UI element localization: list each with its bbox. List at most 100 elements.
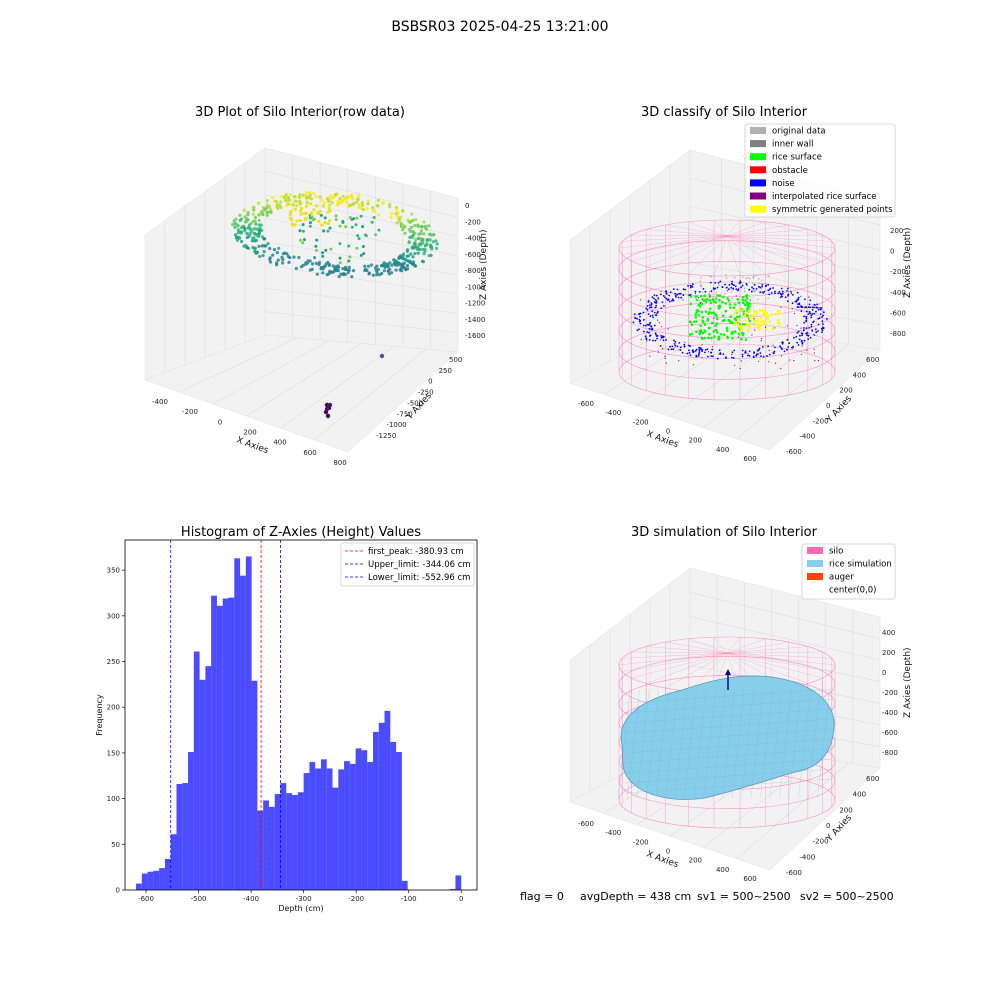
silo-roof-line — [688, 235, 728, 275]
noise-point — [741, 284, 744, 287]
raw-point — [413, 252, 417, 256]
raw-point — [286, 254, 290, 258]
raw-point — [420, 225, 424, 229]
histogram-bar — [164, 858, 171, 890]
classify-x-tick: 600 — [743, 455, 756, 463]
simulation-3d-ticks: -600-400-20002004006006004002000-200-400… — [578, 629, 898, 883]
symmetric-point — [752, 316, 756, 319]
silo-roof-line — [646, 229, 728, 237]
silo-roof-line — [726, 229, 808, 237]
noise-point — [780, 293, 783, 296]
noise-point — [689, 284, 692, 287]
noise-point — [725, 357, 727, 359]
noise-point — [672, 288, 675, 290]
classify-z-tick: -200 — [890, 268, 906, 276]
raw-point — [278, 204, 282, 208]
rice-surface-point — [718, 298, 721, 302]
histogram-vlines — [170, 540, 281, 890]
noise-point — [799, 334, 801, 337]
original-point — [753, 275, 755, 278]
rice-mesh-line — [779, 689, 792, 799]
noise-point — [810, 316, 813, 319]
noise-point — [755, 354, 758, 357]
noise-point — [811, 313, 814, 315]
raw-point — [310, 213, 314, 217]
raw-point — [294, 266, 298, 271]
classify-legend-swatch — [750, 127, 766, 134]
rice-surface-point — [736, 298, 740, 301]
raw-point — [243, 226, 247, 230]
raw-point — [288, 216, 292, 220]
histogram-bar — [188, 752, 194, 890]
histogram-bar — [234, 558, 241, 890]
raw-point — [347, 195, 351, 199]
noise-point — [772, 287, 774, 289]
noise-point — [796, 332, 799, 334]
noise-point — [803, 327, 805, 329]
noise-point — [811, 306, 814, 309]
noise-point — [817, 308, 820, 311]
raw-point — [425, 243, 429, 247]
rice-surface-point — [710, 311, 714, 315]
rice-surface-point — [741, 333, 745, 337]
classify-y-tick: 0 — [826, 402, 830, 410]
raw-point — [347, 259, 351, 263]
raw-point — [401, 254, 405, 259]
symmetric-point — [771, 327, 775, 331]
noise-point — [711, 348, 714, 351]
original-point — [699, 276, 702, 279]
noise-point — [821, 331, 823, 333]
raw-point — [413, 224, 417, 228]
histogram-xticks: -600 -500 -400 -300 -200 -100 0 — [138, 890, 463, 903]
raw-point — [314, 261, 318, 265]
noise-point — [781, 348, 783, 350]
noise-point — [653, 324, 656, 327]
raw-point — [261, 213, 265, 217]
noise-point — [651, 296, 654, 298]
noise-point — [803, 339, 806, 342]
silo-roof-line — [726, 652, 836, 666]
rice-surface-point — [707, 336, 710, 340]
silo-roof-line — [726, 641, 789, 654]
noise-point — [699, 347, 702, 350]
noise-point — [646, 305, 649, 307]
histogram-ytick-label: 0 — [116, 887, 120, 895]
noise-point — [633, 313, 636, 316]
original-point — [753, 290, 755, 293]
symmetric-point — [736, 318, 740, 322]
raw-point — [362, 252, 366, 256]
symmetric-point — [753, 309, 756, 313]
raw-point — [293, 223, 297, 227]
rice-surface-point — [715, 322, 719, 326]
noise-point — [813, 334, 816, 336]
interpolated-point — [718, 353, 720, 355]
noise-point — [714, 287, 717, 290]
noise-point — [701, 349, 704, 351]
interpolated-point — [664, 357, 666, 359]
raw-point — [419, 229, 423, 233]
silo-roof-line — [726, 224, 789, 237]
panel-classify-3d: 3D classify of Silo Interior -600 -400 -20… — [569, 105, 913, 463]
noise-point — [731, 283, 734, 286]
raw-point — [308, 190, 312, 195]
raw-point — [272, 248, 277, 252]
noise-point — [811, 329, 814, 332]
raw-point — [268, 256, 272, 260]
gridline — [689, 205, 881, 251]
histogram-bar — [372, 731, 379, 890]
raw-point — [406, 254, 410, 258]
raw-point — [321, 254, 325, 258]
silo-roof-line — [631, 651, 728, 654]
histogram-bar — [332, 787, 339, 890]
classify-legend-swatch — [750, 192, 766, 200]
noise-point — [678, 342, 681, 344]
raw-point — [242, 208, 246, 212]
symmetric-point — [734, 312, 737, 315]
raw-point — [327, 206, 331, 211]
rice-mesh-line — [798, 689, 811, 799]
rice-surface-point — [702, 299, 705, 302]
histogram-legend-label: Lower_limit: -552.96 cm — [368, 573, 470, 583]
classify-y-tick: 600 — [866, 356, 879, 364]
classify-z-tick: -800 — [890, 330, 906, 338]
auger-head — [725, 669, 731, 675]
